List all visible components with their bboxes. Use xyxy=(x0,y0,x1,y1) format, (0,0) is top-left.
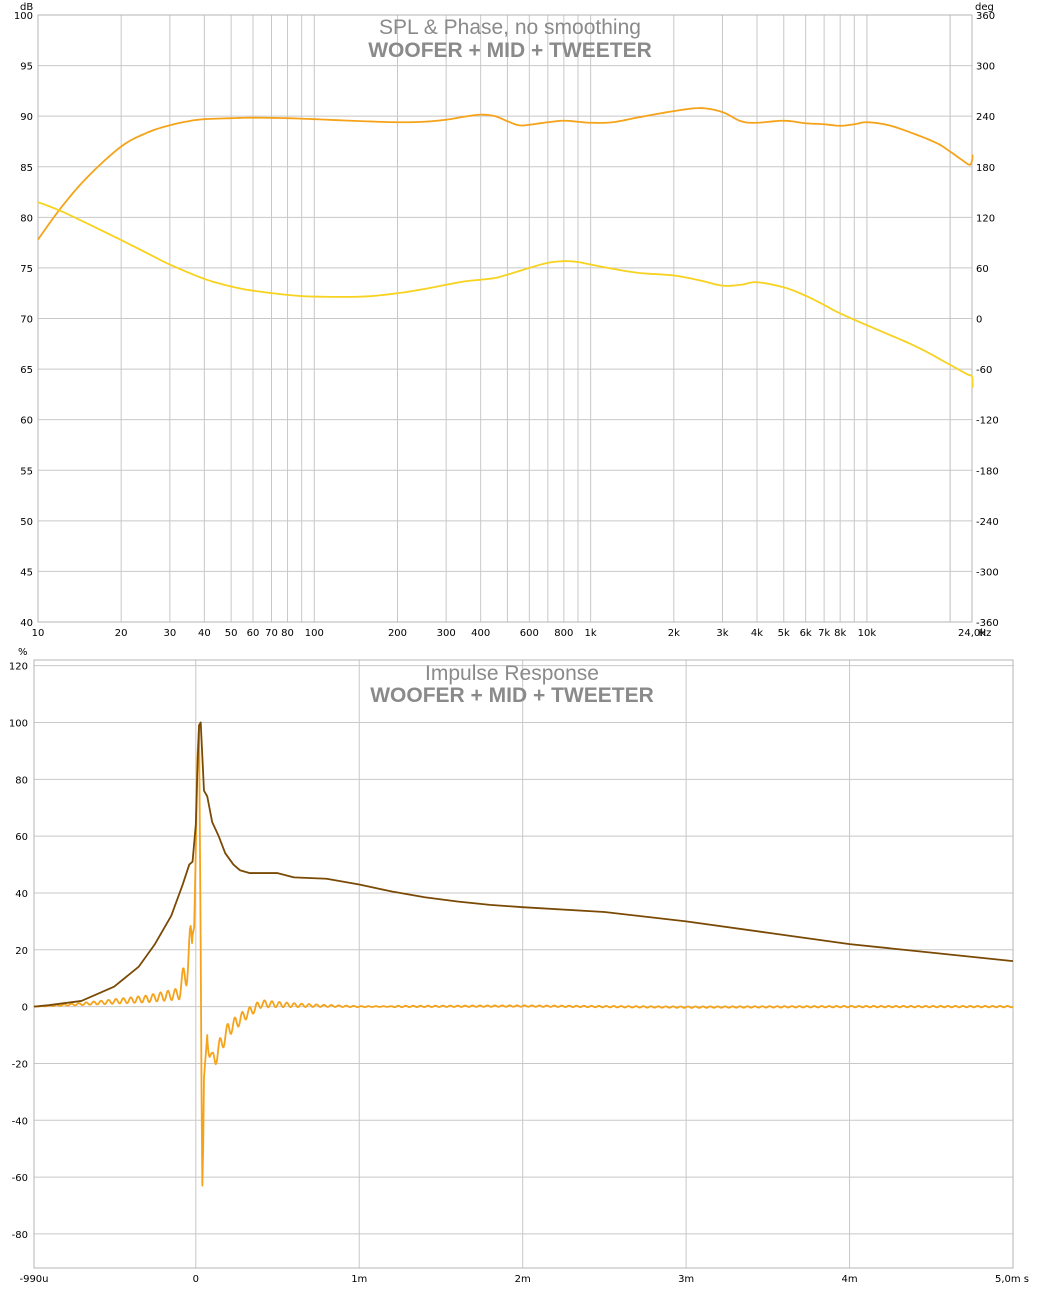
y-tick-label: 65 xyxy=(20,365,33,376)
envelope-curve xyxy=(33,721,1014,1008)
y2-tick-label: -120 xyxy=(976,416,999,427)
y2-tick-label: -60 xyxy=(976,365,992,376)
y2-tick-label: -300 xyxy=(976,567,999,578)
x-tick-label: 50 xyxy=(225,628,238,639)
x-tick-label: 2m xyxy=(515,1274,531,1285)
y-tick-label: -20 xyxy=(12,1059,28,1070)
x-tick-label: 5k xyxy=(778,628,790,639)
y-tick-label: 50 xyxy=(20,517,33,528)
y-tick-label: -40 xyxy=(12,1116,28,1127)
plot-frame xyxy=(37,14,973,623)
y-tick-label: 80 xyxy=(20,213,33,224)
chart-title: SPL & Phase, no smoothing xyxy=(379,16,641,39)
x-tick-label: 10 xyxy=(32,628,45,639)
y-tick-label: 55 xyxy=(20,466,33,477)
chart-subtitle: WOOFER + MID + TWEETER xyxy=(368,39,652,62)
x-tick-label: 6k xyxy=(800,628,812,639)
x-tick-label: 0 xyxy=(193,1274,199,1285)
x-tick-label: 40 xyxy=(198,628,211,639)
x-tick-label: 600 xyxy=(520,628,539,639)
y-tick-label: 60 xyxy=(15,832,28,843)
x-tick-label: 100 xyxy=(305,628,324,639)
y-tick-label: 120 xyxy=(9,662,28,673)
y2-tick-label: 60 xyxy=(976,264,989,275)
x-tick-label: 80 xyxy=(281,628,294,639)
y2-tick-label: 0 xyxy=(976,315,982,326)
spl-phase-chart: 404550556065707580859095100-360-300-240-… xyxy=(14,2,999,639)
chart-title: Impulse Response xyxy=(425,662,599,685)
x-tick-label: 30 xyxy=(163,628,176,639)
x-tick-label: 4k xyxy=(751,628,763,639)
x-tick-label: 24,0k xyxy=(958,628,986,639)
y-tick-label: 45 xyxy=(20,567,33,578)
x-tick-label: 1k xyxy=(585,628,597,639)
y2-tick-label: 120 xyxy=(976,213,995,224)
y-tick-label: 75 xyxy=(20,264,33,275)
x-tick-label: 20 xyxy=(115,628,128,639)
y-tick-label: 95 xyxy=(20,62,33,73)
x-tick-label: 3m xyxy=(678,1274,694,1285)
chart-subtitle: WOOFER + MID + TWEETER xyxy=(370,684,654,707)
x-tick-label: 60 xyxy=(247,628,260,639)
y2-tick-label: -240 xyxy=(976,517,999,528)
x-tick-label: 2k xyxy=(668,628,680,639)
x-tick-label: 7k xyxy=(818,628,830,639)
x-tick-label: 8k xyxy=(834,628,846,639)
y2-tick-label: 360 xyxy=(976,11,995,22)
x-tick-label: 3k xyxy=(716,628,728,639)
y-tick-label: -60 xyxy=(12,1173,28,1184)
x-tick-label: 200 xyxy=(388,628,407,639)
plot-frame xyxy=(33,659,1014,1269)
y2-tick-label: 300 xyxy=(976,62,995,73)
x-tick-label: 5,0m s xyxy=(995,1274,1029,1285)
y2-tick-label: -180 xyxy=(976,466,999,477)
x-tick-label: 1m xyxy=(351,1274,367,1285)
y2-tick-label: 180 xyxy=(976,163,995,174)
spl-curve xyxy=(37,107,974,241)
y-unit-label: % xyxy=(18,647,28,658)
y-tick-label: 20 xyxy=(15,946,28,957)
x-tick-label: 4m xyxy=(842,1274,858,1285)
impulse-response-chart: -80 -60 -40 -20 0 20 40 60 80 100 120 -990u 0 1m 2m 3m 4… xyxy=(9,647,1029,1285)
y-tick-label: 80 xyxy=(15,775,28,786)
x-tick-label: -990u xyxy=(19,1274,48,1285)
impulse-curve xyxy=(33,724,1014,1187)
y2-unit-label: deg xyxy=(975,2,994,13)
y2-tick-label: 240 xyxy=(976,112,995,123)
y-tick-label: 100 xyxy=(14,11,33,22)
x-tick-label: 800 xyxy=(554,628,573,639)
y-tick-label: 40 xyxy=(20,618,33,629)
y-tick-label: 40 xyxy=(15,889,28,900)
y-tick-label: 60 xyxy=(20,416,33,427)
y-tick-label: 70 xyxy=(20,315,33,326)
x-tick-label: 10k xyxy=(858,628,877,639)
y-tick-label: 0 xyxy=(22,1003,28,1014)
phase-curve xyxy=(37,201,974,388)
y-tick-label: 100 xyxy=(9,719,28,730)
y2-tick-label: -360 xyxy=(976,618,999,629)
x-tick-label: 70 xyxy=(265,628,278,639)
y-unit-label: dB xyxy=(20,2,33,13)
x-tick-label: 400 xyxy=(471,628,490,639)
y-tick-label: 90 xyxy=(20,112,33,123)
y-tick-label: 85 xyxy=(20,163,33,174)
y-tick-label: -80 xyxy=(12,1230,28,1241)
x-unit-label: Hz xyxy=(979,628,992,639)
x-tick-label: 300 xyxy=(437,628,456,639)
